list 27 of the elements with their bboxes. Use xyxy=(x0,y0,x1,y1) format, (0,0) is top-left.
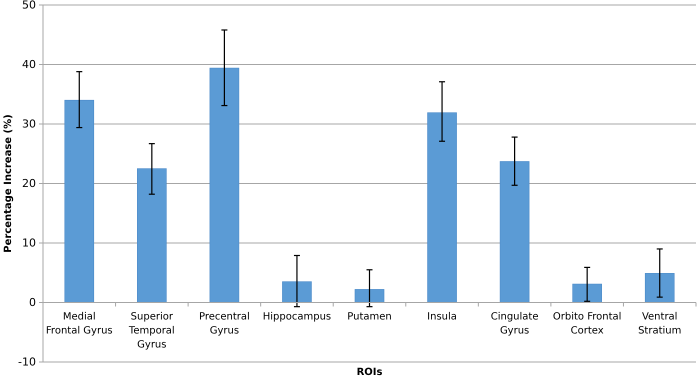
x-tick-label: Ventral Stratium xyxy=(638,312,682,336)
x-tick-label: Medial Frontal Gyrus xyxy=(46,312,113,336)
y-tick-label: 10 xyxy=(22,236,36,250)
y-tick-label: 20 xyxy=(22,177,36,190)
bar xyxy=(210,68,240,303)
bar xyxy=(644,273,675,303)
bar xyxy=(500,161,530,303)
bar xyxy=(354,289,384,303)
x-tick-label: Insula xyxy=(427,312,457,322)
x-tick-label: Precentral Gyrus xyxy=(198,312,250,336)
y-tick-label: -10 xyxy=(18,356,36,369)
x-tick-label: Cingulate Gyrus xyxy=(490,312,538,336)
x-tick-label: Orbito Frontal Cortex xyxy=(552,312,622,336)
y-tick-label: 50 xyxy=(22,0,36,12)
bar xyxy=(572,284,602,303)
y-tick-label: 0 xyxy=(29,296,36,310)
x-tick-label: Superior Temporal Gyrus xyxy=(128,312,175,350)
x-tick-label: Hippocampus xyxy=(262,312,332,322)
x-tick-label: Putamen xyxy=(347,312,392,322)
y-tick-label: 30 xyxy=(22,118,36,131)
bar xyxy=(282,281,312,303)
bar xyxy=(427,112,457,303)
x-axis-title: ROIs xyxy=(356,367,382,378)
y-tick-label: 40 xyxy=(22,58,36,72)
bar xyxy=(64,100,94,303)
y-axis-title: Percentage Increase (%) xyxy=(3,114,14,253)
bar xyxy=(137,168,167,303)
